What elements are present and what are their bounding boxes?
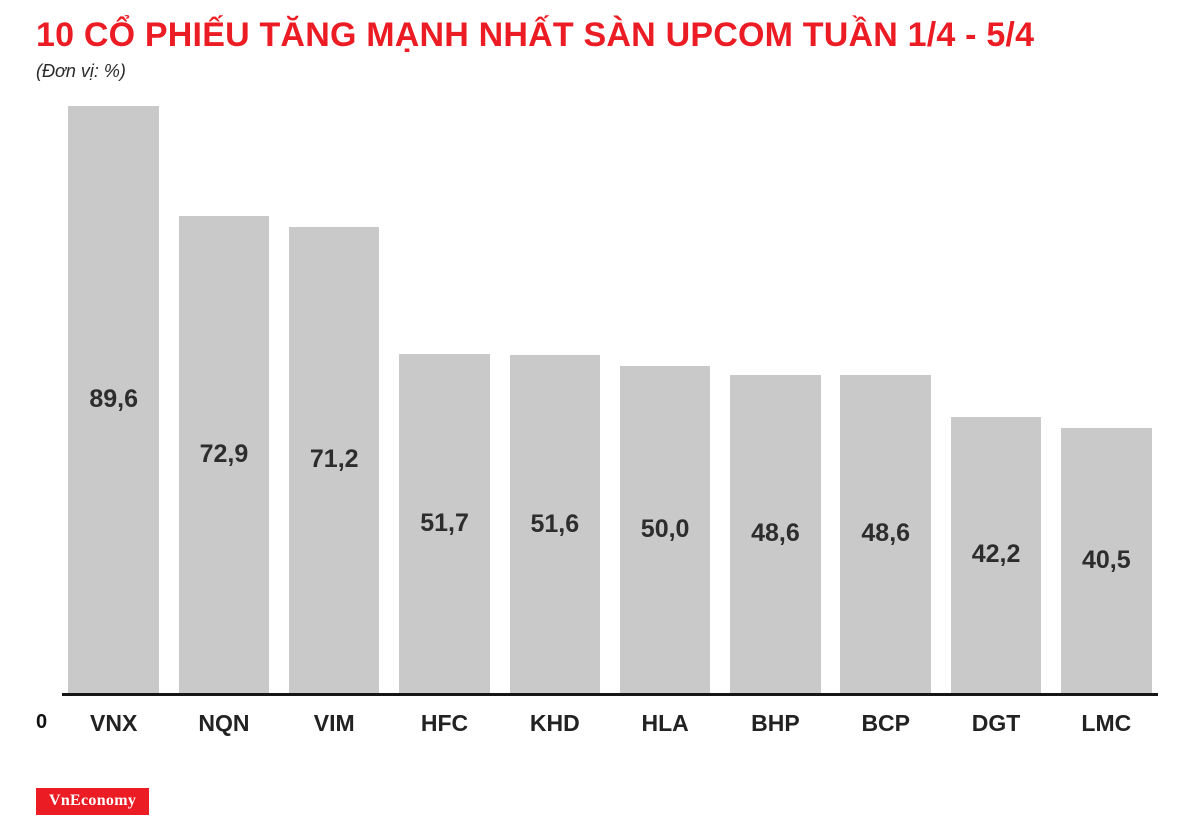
bar-column-khd: 51,6	[506, 106, 603, 694]
bar-value-label-bhp: 48,6	[751, 519, 800, 548]
bar-hla: 50,0	[619, 365, 711, 694]
x-axis-label-khd: KHD	[529, 710, 580, 737]
bar-bhp: 48,6	[730, 374, 821, 694]
bar-chart: 0 89,6 72,9 71,2 51,7 51,6 50,0 48,6 48,6 42,2 40…	[36, 106, 1158, 737]
bar-column-hfc: 51,7	[396, 106, 493, 694]
bar-column-lmc: 40,5	[1058, 106, 1155, 694]
bar-hfc: 51,7	[399, 354, 490, 694]
bar-value-label-khd: 51,6	[530, 509, 580, 538]
bar-column-dgt: 42,2	[947, 106, 1044, 694]
bar-lmc: 40,5	[1061, 427, 1152, 694]
bar-value-label-dgt: 42,2	[971, 540, 1021, 569]
bar-vim: 71,2	[289, 226, 380, 694]
x-axis-label-vnx: VNX	[90, 710, 138, 737]
bar-value-label-vim: 71,2	[309, 445, 359, 474]
x-axis-label-bcp: BCP	[861, 710, 910, 737]
vneconomy-logo: VnEconomy	[36, 788, 150, 815]
bar-value-label-hfc: 51,7	[420, 509, 469, 538]
bar-column-bhp: 48,6	[727, 106, 824, 694]
bar-column-nqn: 72,9	[175, 106, 272, 694]
x-axis-label-dgt: DGT	[971, 710, 1021, 737]
bar-value-label-nqn: 72,9	[199, 439, 249, 468]
plot-area: 89,6 72,9 71,2 51,7 51,6 50,0 48,6 48,6 42,2 40,5	[62, 106, 1158, 697]
bar-bcp: 48,6	[840, 374, 931, 694]
bar-column-vnx: 89,6	[65, 106, 162, 694]
x-axis-label-nqn: NQN	[198, 710, 250, 737]
bar-column-hla: 50,0	[616, 106, 713, 694]
bar-column-vim: 71,2	[286, 106, 383, 694]
bar-column-bcp: 48,6	[837, 106, 934, 694]
bar-value-label-bcp: 48,6	[861, 519, 911, 548]
bar-value-label-vnx: 89,6	[89, 385, 138, 414]
bar-khd: 51,6	[509, 355, 601, 694]
y-axis-zero-label: 0	[36, 711, 48, 734]
chart-title: 10 CỔ PHIẾU TĂNG MẠNH NHẤT SÀN UPCOM TUẦ…	[36, 16, 1035, 54]
x-axis-label-hfc: HFC	[420, 710, 469, 737]
category-row: VNX NQN VIM HFC KHD HLA BHP BCP DGT LMC	[62, 710, 1158, 737]
x-axis-label-lmc: LMC	[1081, 710, 1132, 737]
x-axis-label-vim: VIM	[313, 710, 355, 737]
bar-value-label-hla: 50,0	[640, 514, 690, 543]
x-axis-label-hla: HLA	[641, 710, 689, 737]
chart-unit-label: (Đơn vị: %)	[36, 61, 126, 82]
bar-vnx: 89,6	[68, 106, 159, 694]
x-axis-label-bhp: BHP	[751, 710, 800, 737]
bar-nqn: 72,9	[178, 215, 270, 694]
bar-value-label-lmc: 40,5	[1081, 545, 1131, 574]
bar-dgt: 42,2	[950, 416, 1042, 694]
